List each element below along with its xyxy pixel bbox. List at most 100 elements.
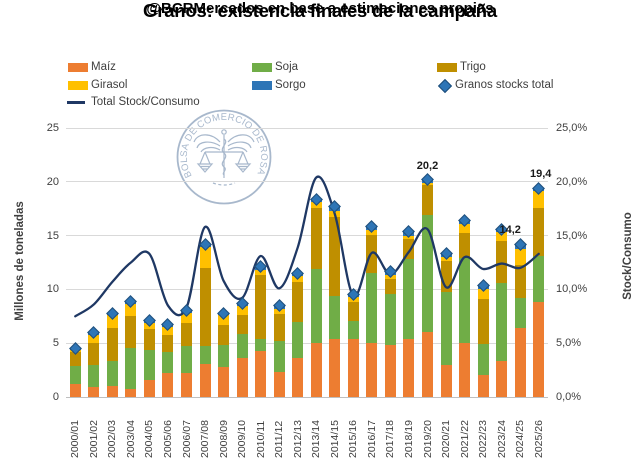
bar-segment-trigo xyxy=(69,351,81,366)
gridline xyxy=(66,127,548,129)
y-axis-tick-left: 0 xyxy=(52,391,59,403)
data-label: 19,4 xyxy=(530,168,552,181)
bar-segment-maíz xyxy=(181,373,192,397)
plot-area xyxy=(66,127,548,398)
bar-segment-girasol xyxy=(514,248,526,265)
data-label: 14,2 xyxy=(499,224,521,237)
bar-segment-maíz xyxy=(255,350,267,397)
bar-segment-maíz xyxy=(384,345,396,397)
bar-segment-maíz xyxy=(88,387,100,397)
bar-segment-trigo xyxy=(459,233,471,259)
bar-segment-girasol xyxy=(125,304,137,317)
bar-segment-trigo xyxy=(347,302,359,321)
y-axis-tick-right: 15,0% xyxy=(556,229,588,242)
bar-segment-girasol xyxy=(199,247,211,268)
girasol-swatch-icon xyxy=(68,81,88,90)
bar-segment-girasol xyxy=(162,327,174,335)
bar-segment-trigo xyxy=(199,267,211,347)
bar-segment-girasol xyxy=(181,313,192,323)
bar-segment-maíz xyxy=(477,375,489,397)
bar-segment-soja xyxy=(533,256,545,303)
gridline xyxy=(66,288,548,290)
legend-label-sorgo: Sorgo xyxy=(275,79,306,91)
gridline xyxy=(66,235,548,237)
bar-segment-trigo xyxy=(143,329,155,350)
bar-segment-soja xyxy=(199,346,211,364)
bar-segment-trigo xyxy=(533,207,545,257)
bar-segment-maíz xyxy=(440,364,452,397)
soja-swatch-icon xyxy=(252,63,272,72)
bar-segment-soja xyxy=(459,258,471,344)
bar-segment-soja xyxy=(88,364,100,388)
x-axis-label: 2003/04 xyxy=(124,420,137,458)
bar-segment-trigo xyxy=(88,343,100,365)
gridline xyxy=(66,181,548,183)
bar-segment-trigo xyxy=(125,316,137,348)
bar-segment-soja xyxy=(514,298,526,329)
bar-segment-girasol xyxy=(496,232,508,241)
y-axis-tick-right: 20,0% xyxy=(556,175,588,188)
bar-segment-soja xyxy=(347,320,359,339)
x-axis-label: 2023/24 xyxy=(495,420,508,458)
x-axis-label: 2021/22 xyxy=(458,420,471,458)
sorgo-swatch-icon xyxy=(252,81,272,90)
y-axis-tick-right: 5,0% xyxy=(556,337,582,350)
bar-segment-trigo xyxy=(292,281,304,322)
bar-segment-maíz xyxy=(199,363,211,397)
data-label: 20,2 xyxy=(416,159,439,172)
legend-label-maiz: Maíz xyxy=(91,61,116,73)
x-axis-label: 2005/06 xyxy=(161,420,174,458)
bar-segment-soja xyxy=(236,333,248,359)
x-axis-label: 2017/18 xyxy=(384,420,397,458)
bar-segment-soja xyxy=(422,215,433,333)
x-axis-label: 2009/10 xyxy=(236,420,249,458)
bar-segment-maíz xyxy=(143,379,155,397)
y-axis-tick-left: 5 xyxy=(52,337,59,350)
bar-segment-maíz xyxy=(366,343,378,397)
bar-segment-girasol xyxy=(459,223,471,234)
x-axis-label: 2014/15 xyxy=(328,420,341,458)
x-axis-label: 2002/03 xyxy=(106,420,119,458)
bar-segment-soja xyxy=(106,361,118,387)
x-axis-label: 2011/12 xyxy=(273,420,286,458)
y-axis-tick-left: 15 xyxy=(46,229,59,242)
bar-segment-trigo xyxy=(106,328,118,362)
x-axis-label: 2000/01 xyxy=(69,420,82,458)
bar-segment-soja xyxy=(384,293,396,346)
bar-segment-trigo xyxy=(310,207,322,269)
bar-segment-girasol xyxy=(106,315,118,329)
bar-segment-trigo xyxy=(477,299,489,345)
x-axis-label: 2020/21 xyxy=(440,420,453,458)
y-axis-tick-right: 0,0% xyxy=(556,391,582,403)
trigo-swatch-icon xyxy=(437,63,457,72)
bar-segment-trigo xyxy=(403,238,415,260)
bar-segment-trigo xyxy=(218,324,230,346)
maiz-swatch-icon xyxy=(68,63,88,72)
legend-label-stocks-total: Granos stocks total xyxy=(455,79,554,91)
bar-segment-soja xyxy=(255,338,267,351)
bar-segment-girasol xyxy=(477,289,489,300)
bar-segment-soja xyxy=(181,346,192,374)
bar-segment-soja xyxy=(143,349,155,380)
bar-segment-girasol xyxy=(218,315,230,325)
bar-segment-girasol xyxy=(88,334,100,344)
bar-segment-maíz xyxy=(69,384,81,397)
x-axis-label: 2006/07 xyxy=(180,420,193,458)
bar-segment-soja xyxy=(496,282,508,362)
bar-segment-maíz xyxy=(329,338,341,397)
bar-segment-soja xyxy=(329,295,341,339)
bar-segment-maíz xyxy=(125,389,137,397)
bar-segment-soja xyxy=(403,259,415,339)
legend-label-soja: Soja xyxy=(275,61,299,73)
bar-segment-soja xyxy=(273,341,285,373)
y-axis-tick-left: 25 xyxy=(46,122,59,134)
bar-segment-trigo xyxy=(236,315,248,334)
bar-segment-trigo xyxy=(384,278,396,294)
bar-segment-girasol xyxy=(533,191,545,208)
bar-segment-soja xyxy=(162,351,174,374)
stock-consumo-line xyxy=(74,175,540,318)
bar-segment-maíz xyxy=(162,373,174,397)
stock-consumo-line-icon xyxy=(67,101,85,104)
bar-segment-maíz xyxy=(403,338,415,397)
